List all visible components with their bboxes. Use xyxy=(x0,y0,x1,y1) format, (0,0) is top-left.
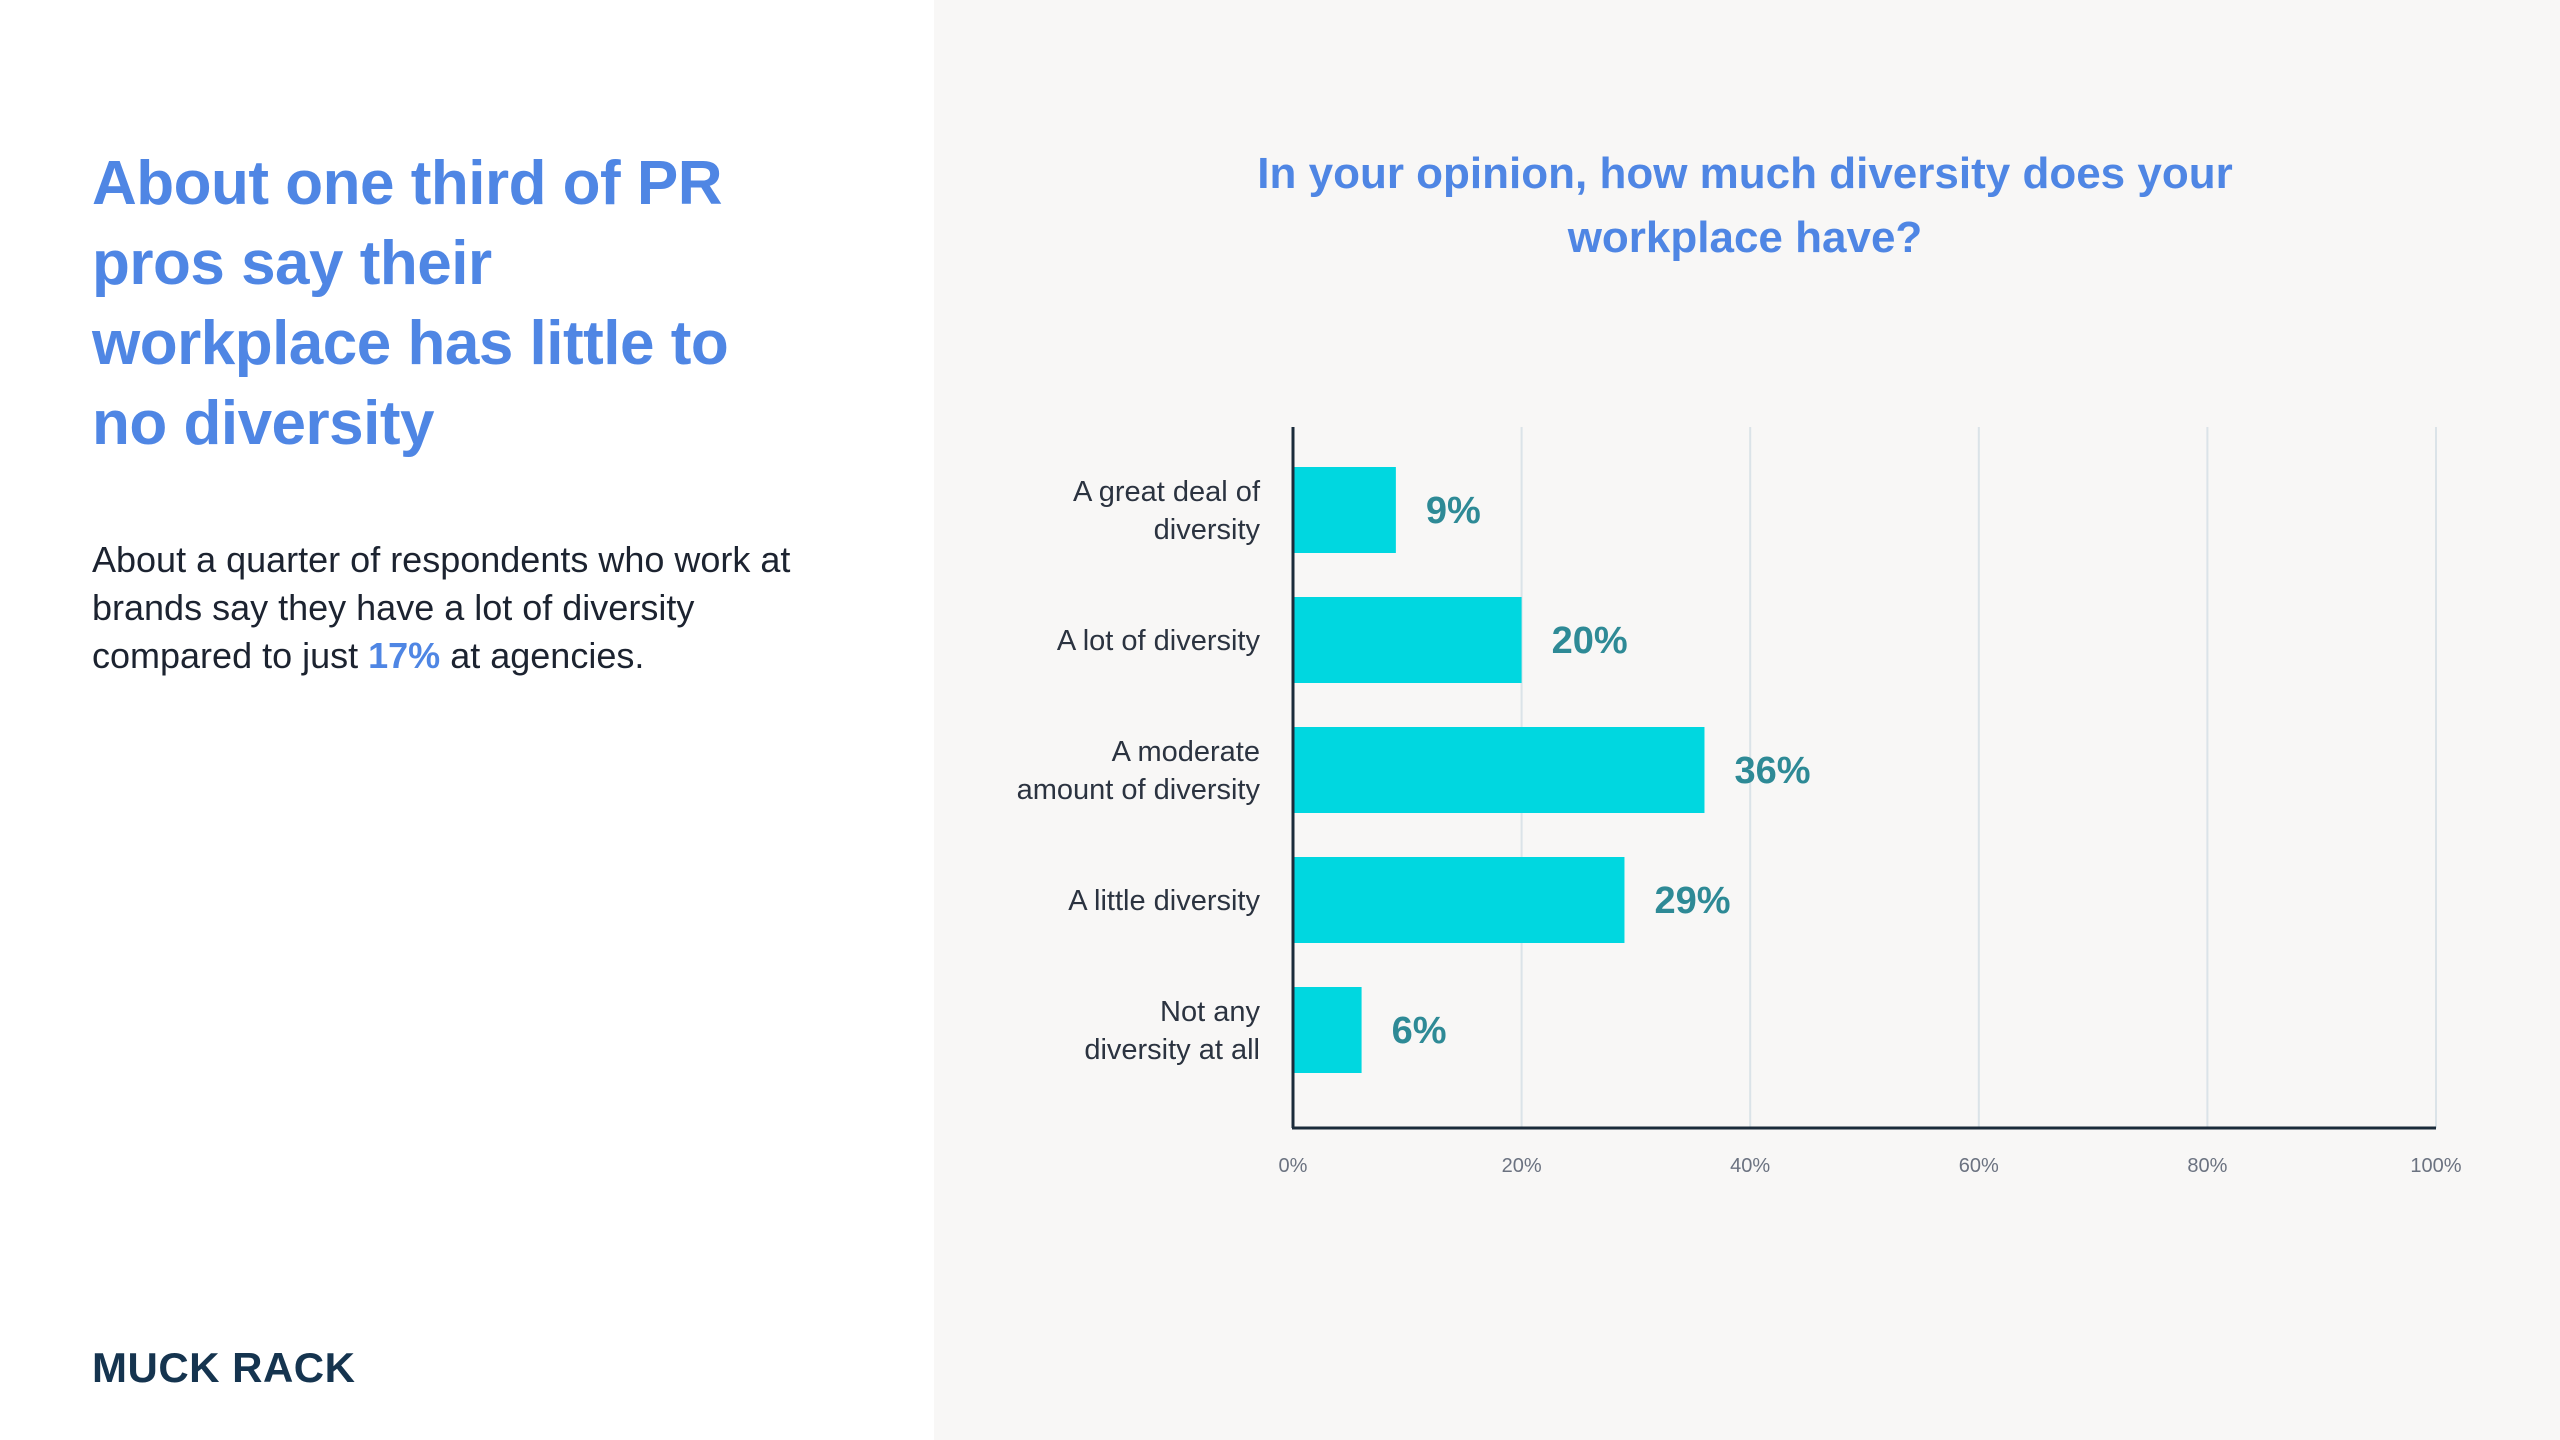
value-label: 9% xyxy=(1426,490,1481,532)
value-label: 36% xyxy=(1734,750,1810,792)
category-label: A great deal of diversity xyxy=(1073,476,1261,546)
category-label: A little diversity xyxy=(1068,885,1260,917)
bars xyxy=(1293,467,1705,1073)
bar xyxy=(1293,857,1625,943)
labels: 0% 20% 40% 60% 80% 100% A great deal of diversi… xyxy=(1017,476,2462,1177)
body-text-after: at agencies. xyxy=(440,635,645,676)
left-panel: About one third of PR pros say their wor… xyxy=(0,0,934,1440)
grid-lines xyxy=(1520,427,2437,1128)
body-text: About a quarter of respondents who work … xyxy=(92,536,812,680)
x-tick-label: 100% xyxy=(2410,1155,2461,1177)
category-label: A lot of diversity xyxy=(1057,625,1261,657)
muck-rack-logo: MUCK RACK xyxy=(92,1344,356,1391)
bar xyxy=(1293,987,1362,1073)
headline: About one third of PR pros say their wor… xyxy=(92,149,729,458)
bar xyxy=(1293,597,1522,683)
chart-title: In your opinion, how much diversity does… xyxy=(1257,149,2233,262)
value-label: 20% xyxy=(1552,620,1628,662)
x-tick-label: 80% xyxy=(2187,1155,2227,1177)
x-tick-label: 40% xyxy=(1730,1155,1770,1177)
bar xyxy=(1293,467,1396,553)
category-label: A moderate amount of diversity xyxy=(1017,736,1261,806)
x-tick-label: 0% xyxy=(1279,1155,1308,1177)
x-tick-label: 20% xyxy=(1502,1155,1542,1177)
chart-panel xyxy=(934,0,2560,1440)
value-label: 6% xyxy=(1392,1010,1447,1052)
bar xyxy=(1293,727,1705,813)
value-label: 29% xyxy=(1654,880,1730,922)
body-highlight: 17% xyxy=(368,635,441,676)
category-label: Not any diversity at all xyxy=(1084,996,1260,1066)
axes xyxy=(1291,427,2436,1130)
body-text-before: About a quarter of respondents who work … xyxy=(92,539,791,676)
x-tick-label: 60% xyxy=(1959,1155,1999,1177)
